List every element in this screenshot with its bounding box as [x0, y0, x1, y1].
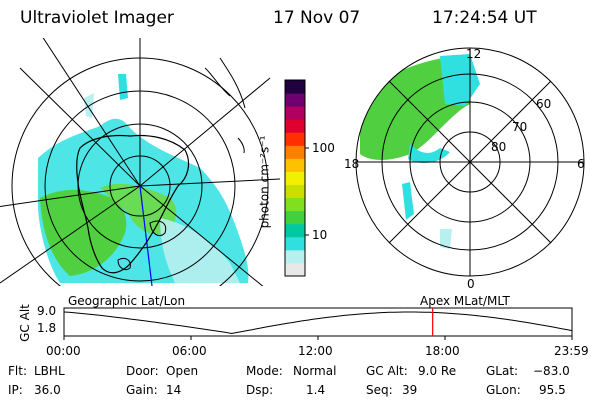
colorbar-segment: [285, 249, 305, 264]
orbit-x-tick-1800: 18:00: [425, 344, 460, 358]
gcalt-label: GC Alt:: [366, 364, 408, 378]
mlt-label-6: 6: [577, 157, 585, 171]
colorbar-segment: [285, 171, 305, 186]
colorbar-segment: [285, 197, 305, 212]
colorbar-segment: [285, 132, 305, 146]
altitude-curve: [63, 311, 573, 335]
geographic-map-panel: [0, 38, 280, 286]
colorbar-segment: [285, 93, 305, 107]
mlt-lines: [356, 48, 584, 276]
colorbar: [284, 79, 309, 277]
gain-value: 14: [166, 383, 182, 397]
seq-label: Seq:: [366, 383, 393, 397]
filter-value: LBHL: [34, 364, 65, 378]
left-panel-caption: Geographic Lat/Lon: [68, 294, 186, 308]
colorbar-segment: [285, 119, 305, 133]
glon-value: 95.5: [539, 383, 566, 397]
seq-value: 39: [402, 383, 418, 397]
mlt-label-18: 18: [344, 157, 360, 171]
colorbar-segment: [285, 106, 305, 120]
orbit-y-label: GC Alt: [17, 304, 32, 342]
mode-value: Normal: [293, 364, 337, 378]
time-label: 17:24:54 UT: [432, 8, 537, 28]
glon-label: GLon:: [486, 383, 521, 397]
door-value: Open: [166, 364, 199, 378]
dsp-value: 1.4: [306, 383, 326, 397]
ip-label: IP:: [8, 383, 23, 397]
aurora-bright-region: [40, 189, 127, 276]
x-axis-ticks: [63, 336, 573, 340]
meridian-line: [139, 185, 153, 286]
colorbar-segment: [285, 145, 305, 159]
gcalt-value: 9.0 Re: [418, 364, 457, 378]
mlt-label-0: 0: [467, 277, 475, 291]
mode-label: Mode:: [246, 364, 283, 378]
colorbar-segment: [285, 184, 305, 199]
colorbar-segment: [285, 223, 305, 238]
date-label: 17 Nov 07: [273, 8, 361, 28]
orbit-y-tick-top: 9.0: [37, 304, 57, 318]
mlat-label-70: 70: [512, 120, 528, 134]
colorbar-segment: [285, 158, 305, 172]
orbit-x-tick-2359: 23:59: [554, 344, 589, 358]
longitude-lines: [0, 38, 280, 286]
colorbar-tick-10: 10: [312, 228, 328, 242]
orbit-y-tick-bottom: 1.8: [37, 321, 57, 335]
colorbar-segment: [285, 262, 305, 277]
magnetic-polar-plot: [355, 47, 585, 277]
glat-label: GLat:: [486, 364, 519, 378]
orbit-x-tick-0000: 00:00: [46, 344, 81, 358]
coastline: [76, 134, 190, 274]
mlat-label-60: 60: [536, 97, 552, 111]
glat-value: −83.0: [533, 364, 570, 378]
colorbar-tick-100: 100: [312, 141, 335, 155]
mlt-label-12: 12: [466, 47, 482, 61]
filter-label: Flt:: [8, 364, 27, 378]
orbit-altitude-plot: [63, 307, 573, 340]
orbit-x-tick-1200: 12:00: [298, 344, 333, 358]
colorbar-segment: [285, 80, 305, 94]
dsp-label: Dsp:: [246, 383, 274, 397]
ip-value: 36.0: [34, 383, 61, 397]
right-panel-caption: Apex MLat/MLT: [420, 294, 510, 308]
instrument-title: Ultraviolet Imager: [20, 8, 174, 28]
gain-label: Gain:: [126, 383, 158, 397]
orbit-x-tick-0600: 06:00: [172, 344, 207, 358]
colorbar-segment: [285, 210, 305, 225]
door-label: Door:: [126, 364, 159, 378]
colorbar-unit-label: photon cm⁻²s⁻¹: [257, 135, 272, 229]
colorbar-segment: [285, 236, 305, 251]
mlat-label-80: 80: [491, 140, 507, 154]
